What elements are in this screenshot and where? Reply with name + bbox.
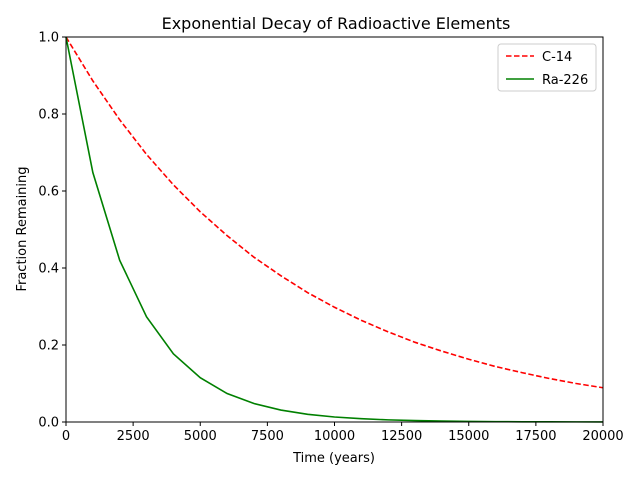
x-tick-label: 7500 <box>251 429 284 444</box>
x-tick-label: 12500 <box>381 429 422 444</box>
x-tick-label: 15000 <box>448 429 489 444</box>
y-tick-label: 0.2 <box>38 339 59 354</box>
x-tick-label: 20000 <box>582 429 623 444</box>
axes-frame <box>65 36 604 423</box>
legend: C-14 Ra-226 <box>497 43 597 92</box>
plot-area: 0 2500 5000 7500 10000 12500 15000 17500 20000 0… <box>38 31 623 445</box>
y-tick-label: 0.0 <box>38 416 59 431</box>
y-axis-label: Fraction Remaining <box>15 166 30 291</box>
y-axis-ticks: 0.0 0.2 0.4 0.6 0.8 1.0 <box>38 31 66 431</box>
x-tick-label: 5000 <box>184 429 217 444</box>
x-tick-label: 17500 <box>515 429 556 444</box>
x-axis-label: Time (years) <box>292 451 375 466</box>
x-axis-ticks: 0 2500 5000 7500 10000 12500 15000 17500 20000 <box>62 422 624 444</box>
y-tick-label: 0.8 <box>38 108 59 123</box>
legend-label-ra226: Ra-226 <box>542 73 588 88</box>
series-layer <box>65 36 604 423</box>
y-tick-label: 0.6 <box>38 185 59 200</box>
chart-title: Exponential Decay of Radioactive Element… <box>162 14 511 33</box>
x-tick-label: 0 <box>62 429 70 444</box>
series-line-c14 <box>65 36 604 389</box>
y-tick-label: 1.0 <box>38 31 59 46</box>
x-tick-label: 10000 <box>314 429 355 444</box>
y-tick-label: 0.4 <box>38 262 59 277</box>
series-line-ra226 <box>65 36 604 423</box>
x-tick-label: 2500 <box>117 429 150 444</box>
legend-label-c14: C-14 <box>542 50 572 65</box>
